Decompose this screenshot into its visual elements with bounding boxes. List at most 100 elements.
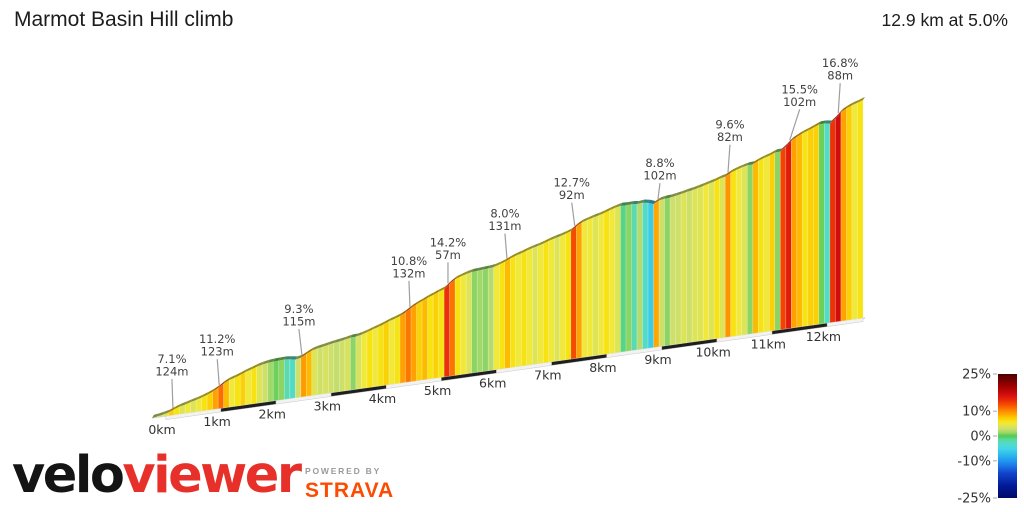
gradient-stripe <box>697 185 704 342</box>
gradient-stripe <box>212 387 219 410</box>
gradient-stripe <box>449 278 456 377</box>
gradient-stripe <box>631 203 638 351</box>
svg-text:7.1%124m: 7.1% 124m <box>155 352 188 379</box>
elevation-stripes <box>151 96 865 419</box>
top-ridge <box>422 294 430 302</box>
top-ridge <box>355 331 364 337</box>
top-ridge <box>328 339 336 345</box>
top-ridge <box>769 149 777 156</box>
gradient-stripe <box>614 205 621 354</box>
top-ridge <box>570 223 579 232</box>
gradient-stripe <box>724 172 732 338</box>
top-ridge <box>372 323 380 330</box>
svg-text:8.8%102m: 8.8% 102m <box>643 156 676 183</box>
top-ridge <box>196 394 204 401</box>
top-ridge <box>620 202 628 206</box>
gradient-stripe <box>283 359 291 400</box>
top-ridge <box>455 273 463 280</box>
annotation-gradient: 15.5% <box>781 82 818 96</box>
gradient-stripe <box>846 104 853 321</box>
gradient-stripe <box>796 132 803 328</box>
top-ridge <box>631 200 640 205</box>
top-ridge <box>719 173 728 179</box>
svg-text:12.7%92m: 12.7% 92m <box>553 176 590 203</box>
top-ridge <box>251 363 259 370</box>
gradient-stripe <box>432 291 439 379</box>
top-ridge <box>322 341 331 347</box>
top-ridge <box>416 297 425 305</box>
top-ridge <box>207 388 215 395</box>
annotation-gradient: 9.3% <box>284 302 313 316</box>
climb-summary: 12.9 km at 5.0% <box>881 10 1008 30</box>
top-ridge <box>537 240 546 247</box>
gradient-stripe <box>669 195 676 346</box>
top-ridge <box>587 214 595 221</box>
top-ridge <box>234 371 243 378</box>
gradient-stripe <box>620 205 627 353</box>
top-ridge <box>846 102 854 109</box>
top-ridge <box>317 343 325 349</box>
gradient-stripe <box>306 350 313 397</box>
powered-by-label: POWERED BY <box>305 466 382 476</box>
top-ridge <box>444 280 452 290</box>
top-ridge <box>774 148 783 153</box>
gradient-stripe <box>840 107 847 322</box>
svg-text:10.8%132m: 10.8% 132m <box>391 254 428 281</box>
top-ridge <box>532 242 540 249</box>
gradient-annotation: 14.2% 57m <box>430 235 466 284</box>
top-ridge <box>179 401 188 407</box>
gradient-stripe <box>807 127 814 327</box>
gradient-stripe <box>460 273 467 375</box>
top-ridge <box>659 195 667 201</box>
gradient-stripe <box>769 152 776 332</box>
top-ridge <box>592 212 601 218</box>
gradient-stripe <box>757 157 765 334</box>
annotation-gradient: 8.0% <box>490 207 519 221</box>
top-ridge <box>383 318 391 325</box>
top-ridge <box>311 345 320 351</box>
top-ridge <box>185 398 193 405</box>
strava-logo: STRAVA <box>305 479 395 502</box>
top-ridge <box>796 130 805 137</box>
top-ridge <box>824 120 832 124</box>
top-ridge <box>681 188 689 195</box>
km-axis-label: 10km <box>695 344 730 359</box>
gradient-stripe <box>642 202 649 350</box>
gradient-stripe <box>223 379 230 409</box>
gradient-annotation: 7.1% 124m <box>155 352 189 409</box>
gradient-stripe <box>344 337 351 392</box>
annotation-length: 115m <box>282 315 315 329</box>
gradient-stripe <box>245 369 252 406</box>
gradient-stripe <box>515 252 522 368</box>
logo-viewer: viewer <box>122 446 302 505</box>
gradient-stripe <box>774 151 781 331</box>
strava-attribution[interactable]: POWERED BY STRAVA <box>305 466 394 503</box>
top-ridge <box>675 190 684 196</box>
top-ridge <box>747 161 755 166</box>
gradient-stripe <box>719 176 726 339</box>
gradient-stripe <box>576 221 583 359</box>
top-ridge <box>741 162 750 168</box>
top-ridge <box>840 105 849 113</box>
top-ridge <box>576 219 584 227</box>
gradient-annotation: 8.8% 102m <box>643 156 677 200</box>
gradient-annotation: 10.8% 132m <box>391 254 428 307</box>
gradient-stripe <box>609 207 616 355</box>
legend-tick-label: -10% <box>957 454 991 469</box>
gradient-annotation: 15.5% 102m <box>781 82 818 141</box>
gradient-stripe <box>741 164 748 336</box>
gradient-annotation: 9.6% 82m <box>715 118 745 173</box>
gradient-stripe <box>818 123 825 325</box>
top-ridge <box>758 154 766 161</box>
top-ridge <box>394 312 403 319</box>
top-ridge <box>488 263 496 269</box>
gradient-stripe <box>350 336 357 391</box>
veloviewer-logo[interactable]: veloviewer <box>12 450 302 502</box>
gradient-stripe <box>532 245 539 365</box>
gradient-stripe <box>526 247 533 366</box>
gradient-stripe <box>256 364 263 404</box>
annotation-length: 124m <box>155 365 188 379</box>
km-axis-label: 6km <box>479 375 506 390</box>
gradient-stripe <box>278 359 285 401</box>
